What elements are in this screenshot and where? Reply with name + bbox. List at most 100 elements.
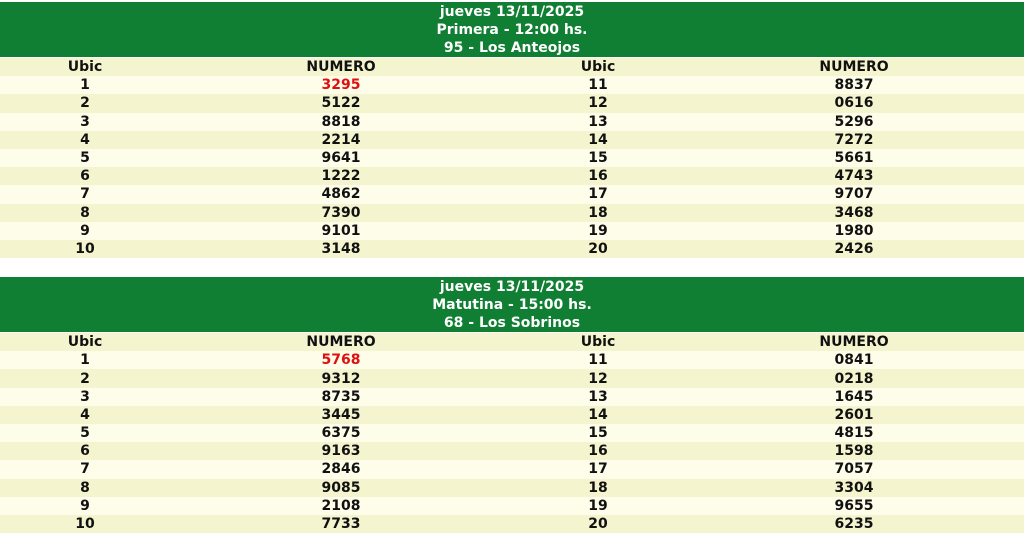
ubic-cell: 6 (80, 168, 90, 185)
ubic-cell: 12 (588, 370, 608, 387)
numero-cell: 2426 (834, 240, 874, 257)
ubic-cell: 1 (80, 352, 90, 369)
numero-cell: 6235 (834, 516, 874, 533)
ubic-cell: 5 (80, 150, 90, 167)
draw-date: jueves 13/11/2025 (439, 279, 585, 296)
table-row: 7 2846 17 7057 (0, 460, 1024, 479)
ubic-cell: 1 (80, 77, 90, 94)
ubic-cell: 3 (80, 113, 90, 130)
ubic-cell: 10 (75, 240, 95, 257)
ubic-cell: 8 (80, 204, 90, 221)
table-row: 9 9101 19 1980 (0, 221, 1024, 240)
numero-cell: 0218 (834, 370, 874, 387)
table-row: 1 5768 11 0841 (0, 351, 1024, 370)
numero-cell: 9707 (834, 186, 874, 203)
numero-cell: 1980 (834, 222, 874, 239)
numero-cell: 5296 (834, 113, 874, 130)
ubic-cell: 20 (588, 240, 608, 257)
table-row: 3 8735 13 1645 (0, 387, 1024, 406)
draw-session: Primera - 12:00 hs. (436, 22, 588, 38)
ubic-cell: 16 (588, 443, 608, 460)
table-row: 6 9163 16 1598 (0, 442, 1024, 461)
ubic-cell: 9 (80, 497, 90, 514)
table-row: 10 7733 20 6235 (0, 514, 1024, 534)
column-header-numero: NUMERO (819, 334, 889, 351)
ubic-cell: 10 (75, 516, 95, 533)
numero-cell: 8837 (834, 77, 874, 94)
ubic-cell: 14 (588, 406, 608, 423)
numero-cell: 9312 (321, 370, 361, 387)
ubic-cell: 3 (80, 388, 90, 405)
ubic-cell: 20 (588, 516, 608, 533)
ubic-cell: 18 (588, 479, 608, 496)
draw-session: Matutina - 15:00 hs. (432, 297, 592, 314)
column-header-numero: NUMERO (819, 59, 889, 76)
column-header-numero: NUMERO (306, 334, 376, 351)
ubic-cell: 19 (588, 222, 608, 239)
column-header-ubic: Ubic (580, 59, 616, 76)
ubic-cell: 11 (588, 77, 608, 94)
numero-cell: 2846 (321, 461, 361, 478)
numero-cell: 3445 (321, 406, 361, 423)
numero-cell: 3295 (321, 77, 361, 94)
numero-cell: 7272 (834, 131, 874, 148)
ubic-cell: 17 (588, 461, 608, 478)
table-row: 7 4862 17 9707 (0, 185, 1024, 204)
ubic-cell: 12 (588, 95, 608, 112)
table-row: 4 2214 14 7272 (0, 130, 1024, 149)
ubic-cell: 6 (80, 443, 90, 460)
numero-cell: 1222 (321, 168, 361, 185)
results-table: Ubic NUMERO Ubic NUMERO 1 3295 11 8837 2… (0, 58, 1024, 259)
column-header-ubic: Ubic (580, 334, 616, 351)
ubic-cell: 15 (588, 150, 608, 167)
ubic-cell: 7 (80, 461, 90, 478)
numero-cell: 4743 (834, 168, 874, 185)
numero-cell: 9085 (321, 479, 361, 496)
draw-table: jueves 13/11/2025 Matutina - 15:00 hs. 6… (0, 277, 1024, 534)
numero-cell: 5768 (321, 352, 361, 369)
ubic-cell: 4 (80, 406, 90, 423)
table-row: 6 1222 16 4743 (0, 167, 1024, 186)
ubic-cell: 2 (80, 95, 90, 112)
numero-cell: 7390 (321, 204, 361, 221)
numero-cell: 0841 (834, 352, 874, 369)
ubic-cell: 17 (588, 186, 608, 203)
numero-cell: 9641 (321, 150, 361, 167)
ubic-cell: 19 (588, 497, 608, 514)
numero-cell: 9163 (321, 443, 361, 460)
draw-head-number: 68 - Los Sobrinos (443, 315, 581, 332)
numero-cell: 2214 (321, 131, 361, 148)
numero-cell: 2108 (321, 497, 361, 514)
table-row: 2 5122 12 0616 (0, 94, 1024, 113)
table-row: 9 2108 19 9655 (0, 496, 1024, 515)
ubic-cell: 9 (80, 222, 90, 239)
numero-cell: 0616 (834, 95, 874, 112)
numero-cell: 3468 (834, 204, 874, 221)
ubic-cell: 14 (588, 131, 608, 148)
numero-cell: 7057 (834, 461, 874, 478)
numero-cell: 4815 (834, 425, 874, 442)
draw-header: jueves 13/11/2025 Primera - 12:00 hs. 95… (0, 2, 1024, 58)
numero-cell: 5122 (321, 95, 361, 112)
draw-date: jueves 13/11/2025 (439, 4, 585, 20)
numero-cell: 9655 (834, 497, 874, 514)
column-header-row: Ubic NUMERO Ubic NUMERO (0, 333, 1024, 352)
numero-cell: 3304 (834, 479, 874, 496)
numero-cell: 9101 (321, 222, 361, 239)
draw-header: jueves 13/11/2025 Matutina - 15:00 hs. 6… (0, 277, 1024, 334)
table-row: 1 3295 11 8837 (0, 76, 1024, 95)
table-row: 8 9085 18 3304 (0, 478, 1024, 497)
ubic-cell: 2 (80, 370, 90, 387)
numero-cell: 8818 (321, 113, 361, 130)
draw-table: jueves 13/11/2025 Primera - 12:00 hs. 9 5… (0, 2, 1024, 259)
ubic-cell: 16 (588, 168, 608, 185)
column-header-numero: NUMERO (306, 59, 376, 76)
ubic-cell: 11 (588, 352, 608, 369)
numero-cell: 2601 (834, 406, 874, 423)
table-row: 4 3445 14 2601 (0, 405, 1024, 424)
numero-cell: 5661 (834, 150, 874, 167)
numero-cell: 7733 (321, 516, 361, 533)
column-header-row: Ubic NUMERO Ubic NUMERO (0, 58, 1024, 77)
ubic-cell: 8 (80, 479, 90, 496)
